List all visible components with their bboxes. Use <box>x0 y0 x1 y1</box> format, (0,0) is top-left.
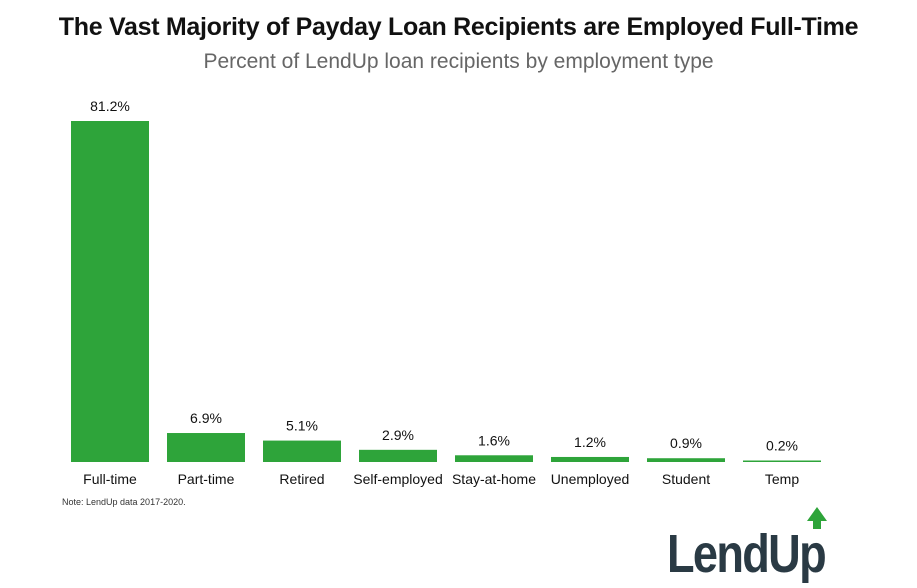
value-label: 1.2% <box>574 434 606 450</box>
bar-unemployed <box>551 456 629 462</box>
bars-group <box>71 121 821 462</box>
chart-subtitle: Percent of LendUp loan recipients by emp… <box>203 50 714 73</box>
bar-retired <box>263 440 341 462</box>
category-label: Stay-at-home <box>452 471 536 487</box>
category-label: Temp <box>765 471 799 487</box>
bar-stay-at-home <box>455 455 533 462</box>
category-label: Full-time <box>83 471 137 487</box>
category-label: Part-time <box>178 471 235 487</box>
category-label: Unemployed <box>551 471 630 487</box>
bar-part-time <box>167 433 245 462</box>
value-label: 81.2% <box>90 98 130 114</box>
value-label: 1.6% <box>478 432 510 448</box>
up-arrow-icon <box>807 507 827 529</box>
category-label: Self-employed <box>353 471 443 487</box>
value-label: 0.9% <box>670 435 702 451</box>
value-label: 5.1% <box>286 418 318 434</box>
category-labels-group: Full-time Part-time Retired Self-employed St… <box>83 471 799 487</box>
chart-title: The Vast Majority of Payday Loan Recipie… <box>58 13 859 41</box>
footnote: Note: LendUp data 2017-2020. <box>62 497 186 507</box>
lendup-logo: LendUp <box>667 507 827 584</box>
bar-self-employed <box>359 449 437 462</box>
logo-wordmark: LendUp <box>667 524 825 584</box>
category-label: Student <box>662 471 710 487</box>
value-label: 6.9% <box>190 410 222 426</box>
value-label: 0.2% <box>766 438 798 454</box>
bar-temp <box>743 460 821 462</box>
value-label: 2.9% <box>382 427 414 443</box>
category-label: Retired <box>279 471 324 487</box>
bar-student <box>647 458 725 462</box>
bar-full-time <box>71 121 149 462</box>
value-labels-group: 81.2% 6.9% 5.1% 2.9% 1.6% 1.2% 0.9% 0.2% <box>90 98 798 454</box>
